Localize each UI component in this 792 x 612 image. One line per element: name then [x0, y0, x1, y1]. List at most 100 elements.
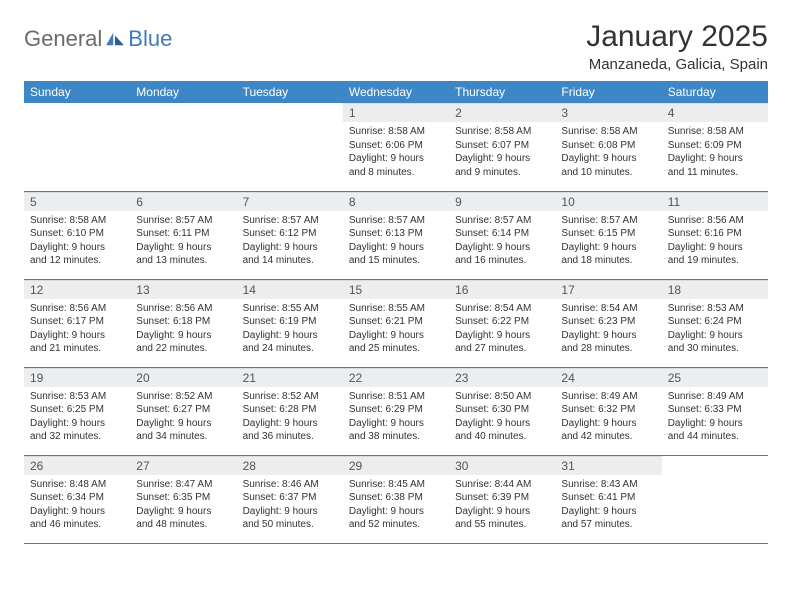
calendar-day-cell: 12Sunrise: 8:56 AMSunset: 6:17 PMDayligh… [24, 279, 130, 367]
sunset-text: Sunset: 6:38 PM [349, 491, 443, 505]
daylight-line1: Daylight: 9 hours [668, 152, 762, 166]
day-number: 12 [24, 280, 130, 299]
sunrise-text: Sunrise: 8:46 AM [243, 478, 337, 492]
calendar-day-cell: 21Sunrise: 8:52 AMSunset: 6:28 PMDayligh… [237, 367, 343, 455]
day-number: 11 [662, 192, 768, 211]
calendar-day-cell: 8Sunrise: 8:57 AMSunset: 6:13 PMDaylight… [343, 191, 449, 279]
daylight-line1: Daylight: 9 hours [136, 329, 230, 343]
calendar-day-cell: 22Sunrise: 8:51 AMSunset: 6:29 PMDayligh… [343, 367, 449, 455]
day-content: Sunrise: 8:46 AMSunset: 6:37 PMDaylight:… [237, 475, 343, 536]
sunrise-text: Sunrise: 8:57 AM [136, 214, 230, 228]
sunrise-text: Sunrise: 8:57 AM [455, 214, 549, 228]
sunrise-text: Sunrise: 8:53 AM [668, 302, 762, 316]
sunset-text: Sunset: 6:10 PM [30, 227, 124, 241]
sunset-text: Sunset: 6:32 PM [561, 403, 655, 417]
day-number: 31 [555, 456, 661, 475]
day-content: Sunrise: 8:55 AMSunset: 6:19 PMDaylight:… [237, 299, 343, 360]
calendar-week-row: 26Sunrise: 8:48 AMSunset: 6:34 PMDayligh… [24, 455, 768, 543]
day-number: 7 [237, 192, 343, 211]
sunrise-text: Sunrise: 8:58 AM [455, 125, 549, 139]
calendar-day-cell: 4Sunrise: 8:58 AMSunset: 6:09 PMDaylight… [662, 103, 768, 191]
month-title: January 2025 [586, 20, 768, 54]
day-number: 24 [555, 368, 661, 387]
weekday-saturday: Saturday [662, 81, 768, 103]
calendar-day-cell: 2Sunrise: 8:58 AMSunset: 6:07 PMDaylight… [449, 103, 555, 191]
day-content: Sunrise: 8:52 AMSunset: 6:28 PMDaylight:… [237, 387, 343, 448]
day-number: 1 [343, 103, 449, 122]
daylight-line1: Daylight: 9 hours [136, 417, 230, 431]
daylight-line2: and 42 minutes. [561, 430, 655, 444]
sunset-text: Sunset: 6:06 PM [349, 139, 443, 153]
sunset-text: Sunset: 6:24 PM [668, 315, 762, 329]
day-content: Sunrise: 8:57 AMSunset: 6:15 PMDaylight:… [555, 211, 661, 272]
daylight-line2: and 9 minutes. [455, 166, 549, 180]
day-number: 13 [130, 280, 236, 299]
sunrise-text: Sunrise: 8:45 AM [349, 478, 443, 492]
sunset-text: Sunset: 6:07 PM [455, 139, 549, 153]
daylight-line2: and 10 minutes. [561, 166, 655, 180]
sunrise-text: Sunrise: 8:48 AM [30, 478, 124, 492]
calendar-day-cell: 10Sunrise: 8:57 AMSunset: 6:15 PMDayligh… [555, 191, 661, 279]
daylight-line1: Daylight: 9 hours [30, 505, 124, 519]
day-content: Sunrise: 8:58 AMSunset: 6:06 PMDaylight:… [343, 122, 449, 183]
day-number-empty [24, 103, 130, 121]
calendar-page: General Blue January 2025 Manzaneda, Gal… [0, 0, 792, 564]
daylight-line2: and 34 minutes. [136, 430, 230, 444]
day-content: Sunrise: 8:57 AMSunset: 6:14 PMDaylight:… [449, 211, 555, 272]
daylight-line1: Daylight: 9 hours [243, 329, 337, 343]
sunset-text: Sunset: 6:34 PM [30, 491, 124, 505]
daylight-line1: Daylight: 9 hours [668, 417, 762, 431]
sunrise-text: Sunrise: 8:55 AM [243, 302, 337, 316]
sunrise-text: Sunrise: 8:52 AM [136, 390, 230, 404]
sunset-text: Sunset: 6:13 PM [349, 227, 443, 241]
daylight-line2: and 24 minutes. [243, 342, 337, 356]
daylight-line2: and 12 minutes. [30, 254, 124, 268]
day-number: 9 [449, 192, 555, 211]
calendar-day-cell: 24Sunrise: 8:49 AMSunset: 6:32 PMDayligh… [555, 367, 661, 455]
daylight-line1: Daylight: 9 hours [455, 505, 549, 519]
weekday-wednesday: Wednesday [343, 81, 449, 103]
sunset-text: Sunset: 6:19 PM [243, 315, 337, 329]
daylight-line1: Daylight: 9 hours [30, 241, 124, 255]
day-content: Sunrise: 8:49 AMSunset: 6:32 PMDaylight:… [555, 387, 661, 448]
daylight-line2: and 18 minutes. [561, 254, 655, 268]
daylight-line2: and 15 minutes. [349, 254, 443, 268]
sunset-text: Sunset: 6:37 PM [243, 491, 337, 505]
daylight-line2: and 44 minutes. [668, 430, 762, 444]
day-content: Sunrise: 8:54 AMSunset: 6:23 PMDaylight:… [555, 299, 661, 360]
daylight-line1: Daylight: 9 hours [136, 241, 230, 255]
daylight-line1: Daylight: 9 hours [243, 505, 337, 519]
day-number: 3 [555, 103, 661, 122]
calendar-day-cell: 11Sunrise: 8:56 AMSunset: 6:16 PMDayligh… [662, 191, 768, 279]
day-content: Sunrise: 8:44 AMSunset: 6:39 PMDaylight:… [449, 475, 555, 536]
calendar-day-cell: 5Sunrise: 8:58 AMSunset: 6:10 PMDaylight… [24, 191, 130, 279]
calendar-day-cell [237, 103, 343, 191]
daylight-line1: Daylight: 9 hours [30, 329, 124, 343]
sunset-text: Sunset: 6:35 PM [136, 491, 230, 505]
daylight-line1: Daylight: 9 hours [561, 329, 655, 343]
sunset-text: Sunset: 6:39 PM [455, 491, 549, 505]
daylight-line1: Daylight: 9 hours [349, 505, 443, 519]
day-content: Sunrise: 8:58 AMSunset: 6:10 PMDaylight:… [24, 211, 130, 272]
sunrise-text: Sunrise: 8:58 AM [30, 214, 124, 228]
calendar-day-cell: 26Sunrise: 8:48 AMSunset: 6:34 PMDayligh… [24, 455, 130, 543]
daylight-line2: and 50 minutes. [243, 518, 337, 532]
sunset-text: Sunset: 6:33 PM [668, 403, 762, 417]
day-number: 19 [24, 368, 130, 387]
calendar-week-row: 1Sunrise: 8:58 AMSunset: 6:06 PMDaylight… [24, 103, 768, 191]
calendar-day-cell: 30Sunrise: 8:44 AMSunset: 6:39 PMDayligh… [449, 455, 555, 543]
day-number: 27 [130, 456, 236, 475]
day-content: Sunrise: 8:47 AMSunset: 6:35 PMDaylight:… [130, 475, 236, 536]
day-number: 15 [343, 280, 449, 299]
day-number: 5 [24, 192, 130, 211]
day-number: 25 [662, 368, 768, 387]
day-number-empty [130, 103, 236, 121]
sunset-text: Sunset: 6:14 PM [455, 227, 549, 241]
day-content: Sunrise: 8:52 AMSunset: 6:27 PMDaylight:… [130, 387, 236, 448]
day-number: 29 [343, 456, 449, 475]
daylight-line2: and 46 minutes. [30, 518, 124, 532]
calendar-day-cell: 1Sunrise: 8:58 AMSunset: 6:06 PMDaylight… [343, 103, 449, 191]
calendar-day-cell: 3Sunrise: 8:58 AMSunset: 6:08 PMDaylight… [555, 103, 661, 191]
calendar-day-cell: 23Sunrise: 8:50 AMSunset: 6:30 PMDayligh… [449, 367, 555, 455]
calendar-day-cell: 7Sunrise: 8:57 AMSunset: 6:12 PMDaylight… [237, 191, 343, 279]
